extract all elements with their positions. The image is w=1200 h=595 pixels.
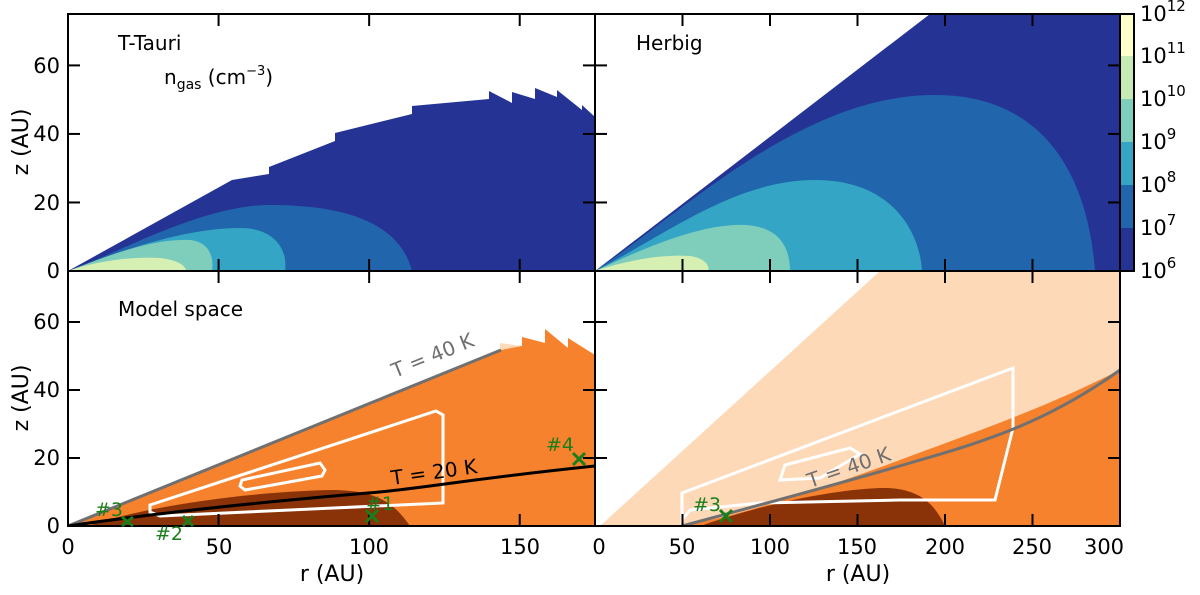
xtick-right-100: 100 <box>750 535 790 559</box>
marker-1-label: #1 <box>366 493 394 515</box>
xtick-left-50: 50 <box>206 535 233 559</box>
density-contours-herbig <box>595 14 1120 271</box>
panel-title-model-space: Model space <box>118 297 243 321</box>
ytick-bottom-40: 40 <box>33 378 60 402</box>
xtick-right-200: 200 <box>925 535 965 559</box>
ytick-top-0: 0 <box>47 259 60 283</box>
panel-title-herbig: Herbig <box>636 31 703 55</box>
colorbar-label-6: 106 <box>1140 254 1176 283</box>
marker-2-ttauri: #2 <box>155 514 195 545</box>
isotherm-40K-line <box>681 368 1120 526</box>
ytick-top-60: 60 <box>33 54 60 78</box>
colorbar-band-10 <box>1120 56 1134 99</box>
y-axis-label-top: z (AU) <box>9 109 34 176</box>
xtick-right-0: 0 <box>592 535 605 559</box>
xtick-left-100: 100 <box>349 535 389 559</box>
sample-markers: #1 #2 #3 #4 #3 <box>95 434 734 545</box>
xtick-right-50: 50 <box>669 535 696 559</box>
density-contours-ttauri <box>68 88 595 271</box>
y-axis-label-bottom: z (AU) <box>9 365 34 432</box>
isotherm-40K-line <box>68 348 502 526</box>
white-contour-inner <box>238 461 327 492</box>
y-ticks-bottom: 0 20 40 60 <box>33 310 60 538</box>
colorbar-ticklabels: 106 107 108 109 1010 1011 1012 <box>1140 0 1186 283</box>
colorbar-frame <box>1119 13 1135 272</box>
density-level-10 <box>68 257 186 271</box>
xtick-right-150: 150 <box>837 535 877 559</box>
colorbar-label-9: 109 <box>1140 125 1176 154</box>
marker-3-herbig: #3 <box>693 494 734 524</box>
colorbar-band-9 <box>1120 99 1134 142</box>
model-space-ttauri <box>68 329 595 526</box>
marker-3-ttauri: #3 <box>95 499 134 528</box>
isotherm-20K-line <box>68 464 595 526</box>
marker-4-label: #4 <box>546 434 574 456</box>
colorbar-label-11: 1011 <box>1140 39 1186 68</box>
x-axis-label-left: r (AU) <box>300 562 364 587</box>
xtick-right-300: 300 <box>1084 535 1124 559</box>
colorbar-label-8: 108 <box>1140 168 1176 197</box>
marker-2-label: #2 <box>155 523 183 545</box>
marker-4-ttauri: #4 <box>546 434 587 467</box>
white-contour-outer <box>680 365 1015 525</box>
density-level-10 <box>595 255 709 271</box>
colorbar-band-7 <box>1120 185 1134 228</box>
ytick-top-40: 40 <box>33 122 60 146</box>
colorbar: 106 107 108 109 1010 1011 1012 <box>1119 0 1186 283</box>
region-orange <box>682 370 1120 526</box>
x-axis-label-right: r (AU) <box>826 562 890 587</box>
colorbar-band-6 <box>1120 228 1134 271</box>
x-ticks-left: 0 50 100 150 <box>61 535 540 559</box>
tick-marks <box>68 14 1120 526</box>
x-ticks-right: 0 50 100 150 200 250 300 <box>592 535 1124 559</box>
ytick-top-20: 20 <box>33 191 60 215</box>
colorbar-band-8 <box>1120 142 1134 185</box>
ytick-bottom-60: 60 <box>33 310 60 334</box>
model-space-herbig <box>600 271 1120 526</box>
xtick-left-0: 0 <box>61 535 74 559</box>
marker-1-ttauri: #1 <box>364 493 394 524</box>
xtick-right-250: 250 <box>1012 535 1052 559</box>
marker-3-label: #3 <box>95 499 123 521</box>
colorbar-band-11 <box>1120 14 1134 56</box>
ngas-label: ngas (cm−3) <box>164 64 273 93</box>
y-ticks-top: 0 20 40 60 <box>33 54 60 283</box>
white-contour-outer <box>148 409 445 518</box>
region-dark-interior <box>700 487 945 526</box>
xtick-left-150: 150 <box>500 535 540 559</box>
colorbar-label-10: 1010 <box>1140 82 1186 111</box>
ytick-bottom-0: 0 <box>47 514 60 538</box>
ytick-bottom-20: 20 <box>33 446 60 470</box>
colorbar-label-12: 1012 <box>1140 0 1186 26</box>
marker-3-herbig-label: #3 <box>693 494 721 516</box>
panel-title-ttauri: T-Tauri <box>117 31 181 55</box>
colorbar-label-7: 107 <box>1140 211 1176 240</box>
region-orange-below-40K <box>68 329 595 526</box>
white-contour-inner <box>777 446 863 482</box>
